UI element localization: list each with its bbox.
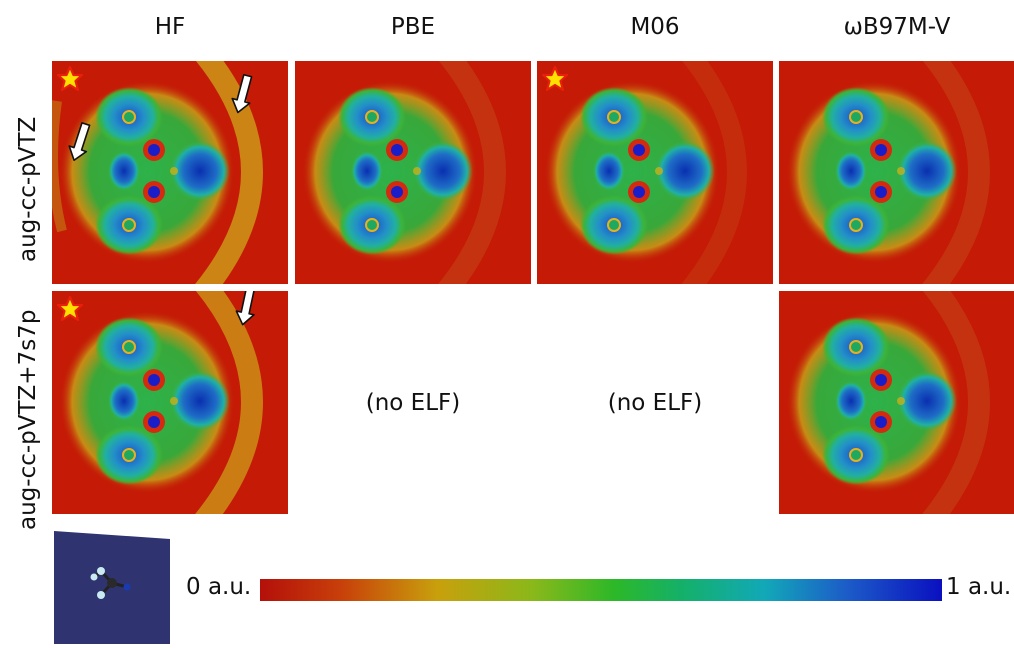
elf-panel-wb97mv-augccpvtz-7s7p	[779, 291, 1014, 514]
column-title-pbe: PBE	[390, 14, 436, 40]
no-elf-placeholder-pbe: (no ELF)	[365, 389, 461, 416]
elf-panel-hf-augccpvtz-7s7p	[52, 291, 288, 514]
colorbar-min-label: 0 a.u.	[186, 574, 252, 600]
column-title-hf: HF	[154, 14, 186, 40]
row-label-aug-cc-pvtz: aug-cc-pVTZ	[15, 116, 41, 262]
molecule-structure-thumbnail	[54, 531, 170, 644]
row-label-aug-cc-pvtz-7s7p: aug-cc-pVTZ+7s7p	[15, 309, 41, 530]
colorbar-max-label: 1 a.u.	[946, 574, 1012, 600]
elf-panel-hf-augccpvtz	[52, 61, 288, 284]
elf-panel-pbe-augccpvtz	[295, 61, 531, 284]
column-title-m06: M06	[630, 14, 680, 40]
elf-panel-wb97mv-augccpvtz	[779, 61, 1014, 284]
no-elf-placeholder-m06: (no ELF)	[607, 389, 703, 416]
colorbar	[260, 579, 942, 601]
column-title-wb97mv: ωB97M-V	[843, 14, 951, 40]
elf-panel-m06-augccpvtz	[537, 61, 773, 284]
